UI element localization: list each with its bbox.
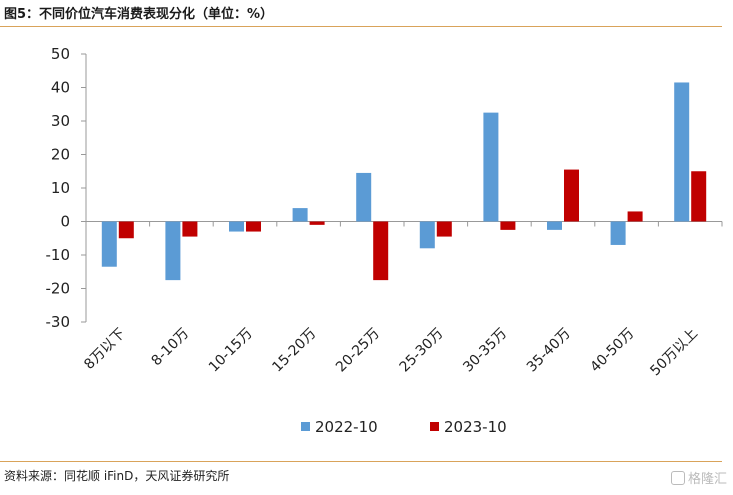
- y-axis: 50 40 30 20 10 0 -10 -20 -30: [46, 45, 87, 331]
- x-category-label: 25-30万: [397, 326, 447, 376]
- bar-2022-10-20-25万: [356, 172, 372, 222]
- source-note: 资料来源：同花顺 iFinD，天风证券研究所: [4, 469, 230, 483]
- bar-2023-10-15-20万: [309, 221, 325, 225]
- bars: [101, 82, 707, 281]
- bottom-divider: [0, 461, 722, 462]
- bar-2023-10-20-25万: [373, 221, 389, 281]
- bar-2023-10-40-50万: [627, 211, 643, 222]
- bar-2023-10-8万以下: [118, 221, 134, 239]
- y-tick-label: 0: [60, 213, 70, 231]
- legend: 2022-10 2023-10: [301, 418, 507, 436]
- y-tick-label: -30: [46, 313, 71, 331]
- x-category-label: 15-20万: [269, 326, 319, 376]
- legend-swatch: [301, 422, 310, 431]
- bar-2022-10-15-20万: [292, 208, 308, 222]
- y-tick-label: -10: [46, 246, 71, 264]
- y-tick-label: 10: [51, 179, 70, 197]
- y-tick-label: -20: [46, 280, 71, 298]
- top-divider: [0, 26, 722, 27]
- bar-2022-10-10-15万: [229, 221, 244, 232]
- bar-2022-10-25-30万: [419, 221, 435, 249]
- x-category-label: 40-50万: [587, 326, 637, 376]
- x-category-label: 20-25万: [333, 326, 383, 376]
- bar-2022-10-40-50万: [610, 221, 626, 245]
- bar-2023-10-25-30万: [436, 221, 452, 237]
- bar-2022-10-8-10万: [165, 221, 181, 281]
- y-tick-label: 30: [51, 112, 70, 130]
- watermark: 格隆汇: [670, 468, 727, 487]
- y-tick-label: 20: [51, 146, 70, 164]
- bar-2022-10-8万以下: [101, 221, 117, 267]
- x-category-label: 8万以下: [81, 326, 128, 373]
- bar-2023-10-50万以上: [691, 171, 707, 222]
- y-tick-label: 50: [51, 45, 70, 63]
- bar-2022-10-35-40万: [547, 221, 562, 230]
- bar-2023-10-35-40万: [564, 169, 579, 222]
- x-category-label: 10-15万: [206, 326, 256, 376]
- bar-2022-10-30-35万: [483, 112, 499, 222]
- bar-2023-10-10-15万: [246, 221, 261, 232]
- legend-label: 2022-10: [315, 418, 378, 436]
- bar-2023-10-8-10万: [182, 221, 198, 237]
- y-tick-label: 40: [51, 79, 70, 97]
- legend-swatch: [430, 422, 439, 431]
- x-category-label: 30-35万: [460, 326, 510, 376]
- x-category-label: 35-40万: [524, 326, 574, 376]
- watermark-logo-icon: [670, 470, 685, 485]
- bar-chart: 50 40 30 20 10 0 -10 -20 -30 8万以下 8-10万 10-15万 15-2…: [46, 45, 723, 436]
- x-category-label: 50万以上: [647, 326, 701, 380]
- watermark-text: 格隆汇: [687, 472, 727, 487]
- bar-2023-10-30-35万: [500, 221, 516, 230]
- bar-2022-10-50万以上: [674, 82, 690, 222]
- legend-label: 2023-10: [444, 418, 507, 436]
- figure-title: 图5：不同价位汽车消费表现分化（单位：%）: [4, 7, 274, 22]
- x-category-label: 8-10万: [149, 326, 193, 370]
